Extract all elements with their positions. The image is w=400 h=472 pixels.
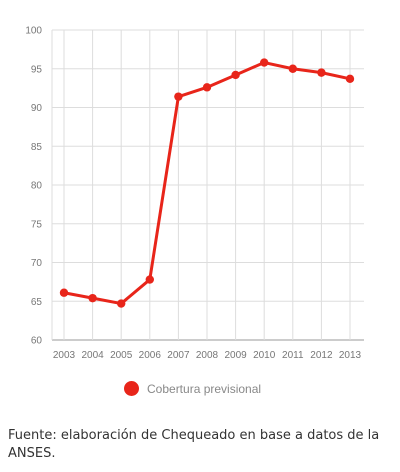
data-point-2005 (117, 299, 126, 308)
x-tick-label: 2003 (53, 350, 76, 361)
x-tick-label: 2010 (253, 350, 276, 361)
x-tick-label: 2012 (310, 350, 333, 361)
data-point-2009 (231, 70, 240, 80)
data-point-2012 (317, 68, 326, 77)
x-tick-label: 2008 (196, 350, 219, 361)
gridlines (51, 29, 364, 341)
data-point-2013 (345, 74, 355, 84)
x-tick-label: 2006 (139, 350, 162, 361)
x-tick-label: 2011 (282, 350, 304, 361)
series-cobertura-previsional (59, 58, 355, 308)
x-tick-label: 2009 (224, 350, 247, 361)
data-point-2011 (288, 64, 297, 73)
legend: Cobertura previsional (124, 381, 261, 396)
y-tick-label: 85 (31, 142, 43, 153)
legend-marker (124, 381, 139, 396)
legend-label: Cobertura previsional (147, 381, 262, 396)
y-tick-label: 75 (31, 219, 43, 230)
y-tick-label: 95 (31, 64, 43, 75)
data-point-2008 (202, 83, 212, 92)
source-note: Fuente: elaboración de Chequeado en base… (8, 428, 380, 461)
data-point-2007 (174, 92, 183, 101)
x-tick-label: 2013 (339, 350, 362, 361)
x-tick-label: 2004 (81, 350, 104, 361)
data-point-2003 (59, 288, 69, 297)
y-tick-label: 60 (31, 336, 43, 347)
data-point-2004 (88, 293, 97, 303)
x-tick-label: 2007 (167, 350, 190, 361)
x-tick-labels: 2003 2004 2005 2006 2007 2008 2009 2010 2011 2012… (53, 350, 362, 361)
y-tick-label: 65 (31, 297, 43, 308)
data-point-2010 (260, 58, 269, 67)
y-tick-labels: 60 65 70 75 80 85 90 95 100 (25, 26, 42, 347)
y-tick-label: 100 (25, 26, 42, 37)
data-point-2006 (145, 275, 154, 284)
line-chart: 2003 2004 2005 2006 2007 2008 2009 2010 2011 2012… (25, 26, 364, 361)
y-tick-label: 90 (31, 103, 43, 114)
y-tick-label: 80 (31, 181, 43, 192)
x-tick-label: 2005 (110, 350, 133, 361)
y-tick-label: 70 (31, 258, 43, 269)
